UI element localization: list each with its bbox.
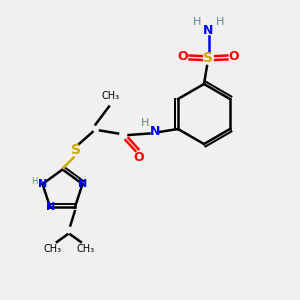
Text: S: S	[71, 143, 81, 157]
Text: CH₃: CH₃	[43, 244, 62, 254]
Text: H: H	[141, 118, 149, 128]
Text: N: N	[46, 202, 55, 212]
Text: N: N	[78, 179, 87, 189]
Text: CH₃: CH₃	[101, 91, 120, 101]
Text: O: O	[178, 50, 188, 64]
Text: H: H	[216, 16, 224, 27]
Text: S: S	[203, 52, 214, 65]
Text: N: N	[38, 179, 47, 189]
Text: O: O	[229, 50, 239, 64]
Text: H: H	[31, 176, 37, 185]
Text: N: N	[150, 125, 160, 139]
Text: N: N	[203, 23, 214, 37]
Text: CH₃: CH₃	[76, 244, 94, 254]
Text: H: H	[193, 16, 201, 27]
Text: O: O	[134, 151, 144, 164]
